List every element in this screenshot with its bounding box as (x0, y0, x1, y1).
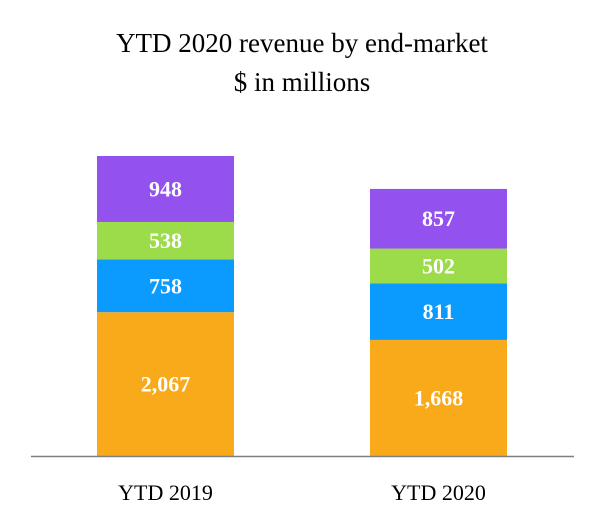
data-label-1-1: 2,067 (141, 372, 191, 397)
data-label-1-2: 1,668 (414, 385, 464, 410)
chart-subtitle: $ in millions (233, 67, 371, 97)
bar-segment-3-1 (97, 221, 234, 260)
x-tick-label-1: YTD 2019 (118, 480, 213, 505)
bar-segment-2-1 (97, 259, 234, 313)
data-label-4-1: 948 (149, 176, 182, 201)
bar-segment-1-1 (97, 312, 234, 456)
data-label-2-2: 811 (423, 299, 455, 324)
bar-segment-1-2 (370, 339, 507, 456)
x-tick-label-2: YTD 2020 (391, 480, 486, 505)
data-label-4-2: 857 (422, 206, 455, 231)
chart-title: YTD 2020 revenue by end-market (116, 28, 488, 58)
bar-segment-2-2 (370, 283, 507, 340)
bar-segment-3-2 (370, 248, 507, 284)
data-label-3-2: 502 (422, 254, 455, 279)
data-label-2-1: 758 (149, 273, 182, 298)
bar-segment-4-1 (97, 156, 234, 222)
data-label-3-1: 538 (149, 228, 182, 253)
bar-segment-4-2 (370, 188, 507, 249)
